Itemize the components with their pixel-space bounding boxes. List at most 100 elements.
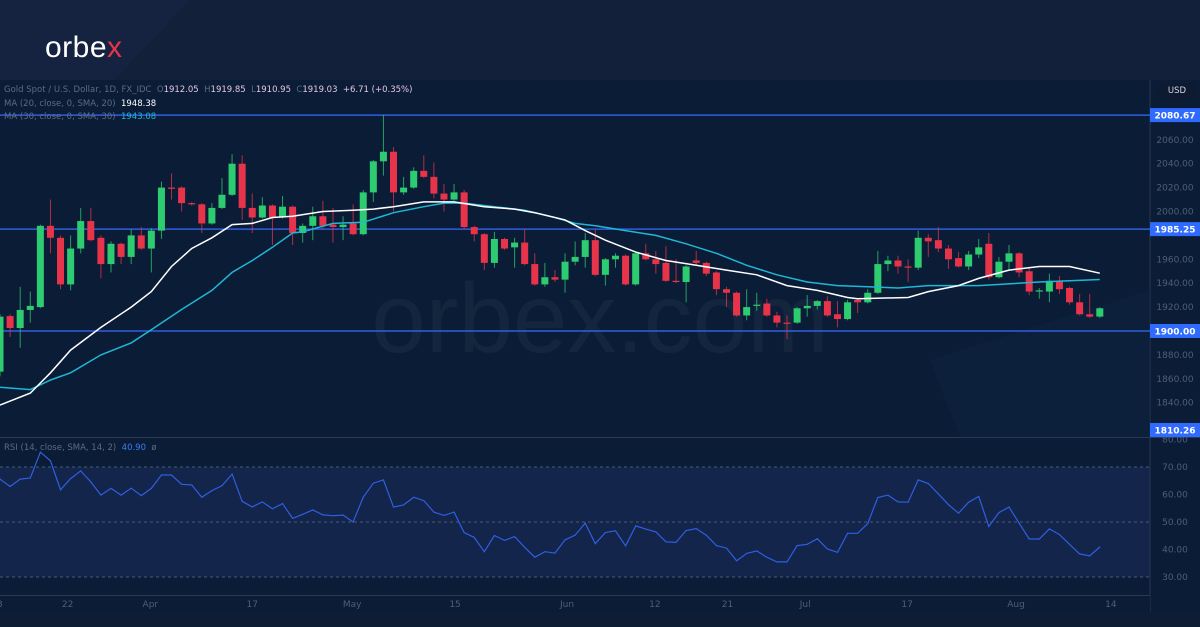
candle-down <box>894 260 902 267</box>
rsi-point <box>665 541 667 543</box>
candle-down <box>1055 280 1063 290</box>
candle-up <box>864 292 872 303</box>
candle-down <box>248 207 256 218</box>
ma30-value: 1943.08 <box>120 112 157 122</box>
rsi-value: 40.90 <box>121 443 146 453</box>
time-axis[interactable] <box>0 596 1150 612</box>
level-price-label: 1900.00 <box>1155 328 1196 338</box>
open-label: O <box>156 85 164 95</box>
rsi-point <box>483 551 485 553</box>
candle-down <box>268 205 276 218</box>
candle-down <box>188 203 196 205</box>
candle-down <box>440 193 448 200</box>
candle-up <box>279 206 287 218</box>
rsi-point <box>927 482 929 485</box>
candle-up <box>813 301 821 306</box>
change-value: +6.71 (+0.35%) <box>342 85 413 95</box>
candle-down <box>117 243 125 257</box>
rsi-point <box>1079 553 1081 555</box>
time-tick-label: 15 <box>449 600 460 610</box>
candle-up <box>36 225 44 308</box>
candle-down <box>137 235 145 249</box>
time-tick-label: 22 <box>62 600 73 610</box>
candle-up <box>157 187 165 231</box>
candle-up <box>258 205 266 218</box>
candle-down <box>823 301 831 316</box>
candle-up <box>975 247 983 255</box>
rsi-point <box>29 477 31 479</box>
rsi-point <box>786 561 788 563</box>
rsi-point <box>201 496 203 498</box>
candle-down <box>46 225 54 238</box>
high-value: 1919.85 <box>210 85 246 95</box>
rsi-tick-label: 70.00 <box>1162 463 1188 473</box>
level-price-tag <box>1150 108 1200 123</box>
candle-up <box>1045 280 1053 292</box>
rsi-point <box>1038 538 1040 540</box>
rsi-point <box>382 479 385 481</box>
candle-up <box>803 305 811 309</box>
candle-up <box>793 308 801 323</box>
ma30-legend[interactable]: MA (30, close, 0, SMA, 30) 1943.08 <box>4 112 156 122</box>
price-tick-label: 1940.00 <box>1156 279 1193 289</box>
price-tick-label: 1860.00 <box>1156 375 1193 385</box>
rsi-point <box>70 477 72 480</box>
rsi-point <box>332 515 334 517</box>
symbol-legend[interactable]: Gold Spot / U.S. Dollar, 1D, FX_IDC O191… <box>4 85 412 95</box>
rsi-tick-label: 30.00 <box>1162 573 1188 583</box>
rsi-point <box>473 536 475 539</box>
candle-up <box>1096 308 1104 317</box>
rsi-point <box>1048 528 1050 530</box>
time-tick-label: 14 <box>1105 600 1117 610</box>
rsi-point <box>564 539 566 541</box>
low-label: L <box>251 85 256 95</box>
rsi-point <box>978 495 980 498</box>
candle-down <box>430 176 438 194</box>
candle-down <box>6 316 14 329</box>
decor-shape <box>930 290 1150 437</box>
time-tick-label: May <box>343 600 362 610</box>
level-price-tag <box>1150 423 1200 437</box>
rsi-point <box>645 528 647 530</box>
rsi-point <box>857 532 859 534</box>
candle-up <box>26 305 34 310</box>
low-value: 1910.95 <box>255 85 291 95</box>
close-value: 1919.03 <box>302 85 338 95</box>
candle-down <box>168 187 176 189</box>
rsi-line <box>0 451 1101 563</box>
candle-down <box>622 255 630 285</box>
candle-up <box>450 192 458 200</box>
candle-up <box>844 302 852 320</box>
candle-up <box>0 316 4 372</box>
level-price-tag <box>1150 324 1200 338</box>
rsi-point <box>897 501 899 503</box>
price-axis[interactable] <box>1150 80 1200 612</box>
candle-down <box>934 240 942 249</box>
candle-up <box>379 151 387 162</box>
candle-up <box>874 264 882 293</box>
rsi-point <box>423 499 425 502</box>
time-tick-label: Apr <box>143 600 159 610</box>
rsi-point <box>867 523 869 525</box>
rsi-point <box>49 460 52 462</box>
candle-down <box>329 224 337 228</box>
rsi-point <box>241 500 243 502</box>
candle-up <box>218 194 226 208</box>
level-price-tag <box>1150 222 1200 237</box>
candle-down <box>783 322 791 324</box>
logo-accent: x <box>107 31 123 64</box>
logo-text: orbe <box>45 31 108 64</box>
rsi-point <box>150 487 152 490</box>
candle-down <box>390 151 398 193</box>
candle-up <box>400 187 408 193</box>
currency-button[interactable]: USD <box>1158 83 1196 100</box>
ma20-legend[interactable]: MA (20, close, 0, SMA, 20) 1948.38 <box>4 99 156 109</box>
candle-up <box>147 230 155 249</box>
rsi-legend[interactable]: RSI (14, close, SMA, 14, 2) 40.90 ø <box>4 443 157 453</box>
rsi-band <box>0 467 1150 577</box>
candle-up <box>561 261 569 280</box>
rsi-point <box>292 517 294 520</box>
candle-down <box>672 280 680 283</box>
rsi-point <box>735 560 738 562</box>
